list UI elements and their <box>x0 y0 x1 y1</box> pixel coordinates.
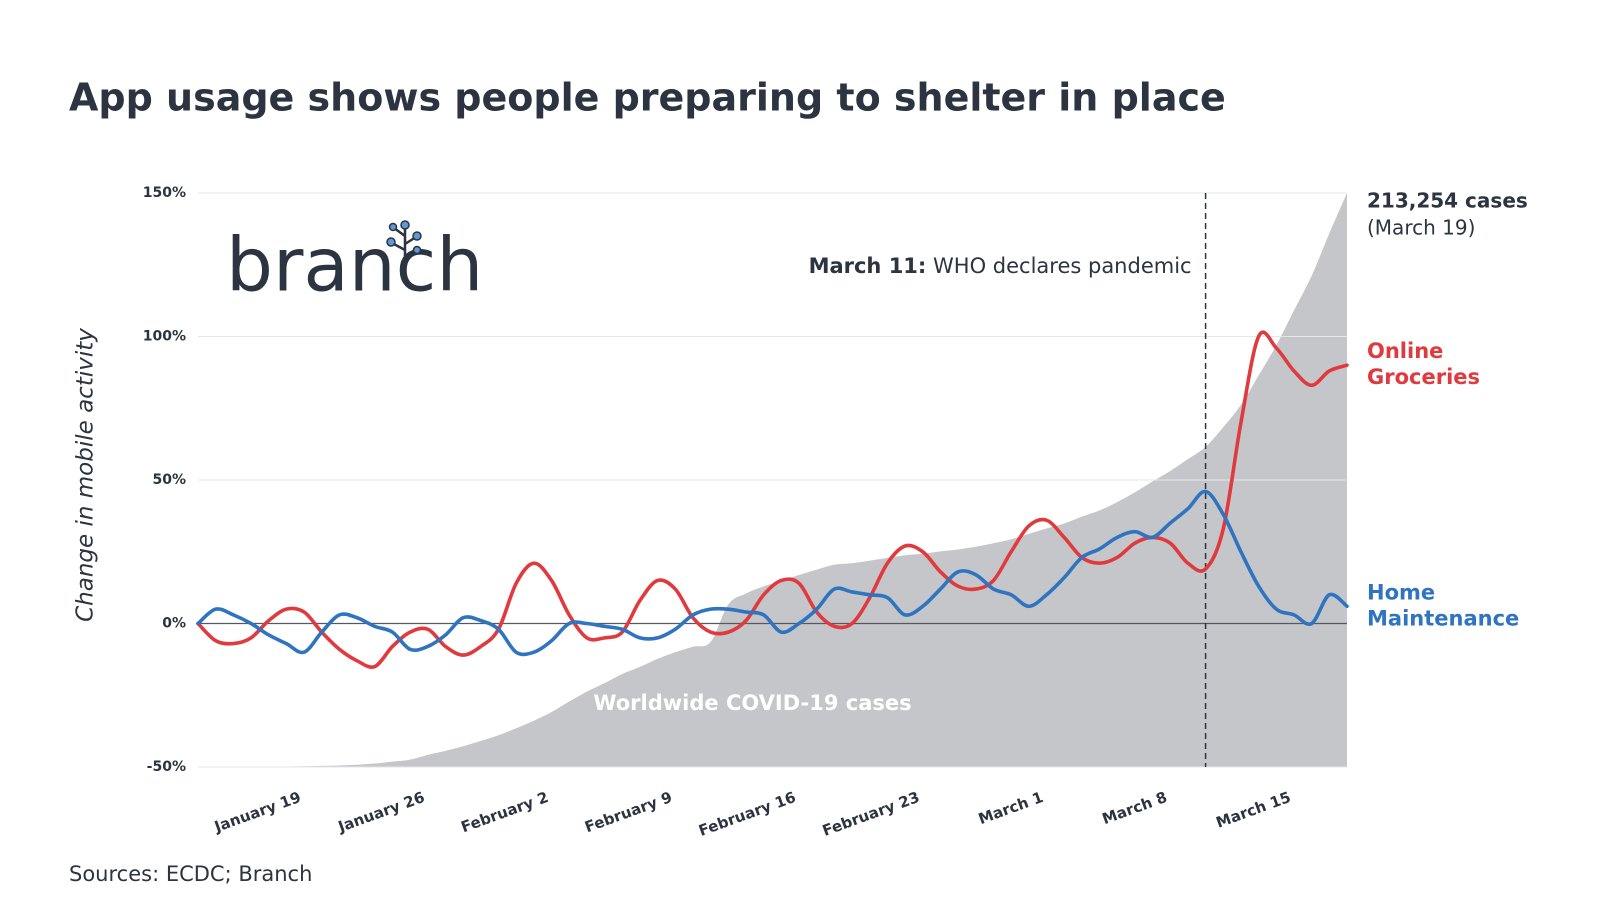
cases-end-label: 213,254 cases <box>1367 189 1528 213</box>
legend-label: Home Maintenance <box>1367 580 1519 630</box>
logo-buds <box>386 220 422 255</box>
logo-text: branch <box>226 223 483 309</box>
x-tick-label: January 19 <box>211 788 303 836</box>
logo-bud <box>400 220 410 230</box>
series-line <box>196 489 1349 657</box>
logo-bud <box>386 237 396 247</box>
annotation: March 11: WHO declares pandemic <box>809 254 1192 278</box>
logo-branches <box>391 226 417 262</box>
logo-bud <box>412 245 422 255</box>
source: Sources: ECDC; Branch <box>69 862 312 886</box>
x-tick-label: February 9 <box>582 788 674 836</box>
x-tick-label: March 15 <box>1214 788 1294 832</box>
legend-word: Online <box>1367 339 1443 363</box>
legend-word: Maintenance <box>1367 606 1519 630</box>
x-tick-label: February 23 <box>820 788 922 840</box>
annotation-date: March 11: <box>809 254 927 278</box>
x-tick-label: February 2 <box>459 788 551 836</box>
logo: branch <box>226 220 483 309</box>
legend-word: Groceries <box>1367 365 1480 389</box>
annotation-text: WHO declares pandemic <box>933 254 1192 278</box>
logo-bud <box>388 222 398 232</box>
legend-word: Home <box>1367 580 1435 604</box>
y-axis-label: Change in mobile activity <box>73 328 99 622</box>
x-tick-label: March 8 <box>1100 788 1170 828</box>
y-tick-label: -50% <box>147 759 186 775</box>
y-tick-label: 50% <box>152 472 186 488</box>
chart-title: App usage shows people preparing to shel… <box>69 76 1226 120</box>
legend-label: Online Groceries <box>1367 339 1480 389</box>
x-tick-label: February 16 <box>696 788 798 840</box>
y-tick-label: 150% <box>143 185 186 201</box>
logo-tree <box>391 226 417 262</box>
logo-bud <box>412 231 422 241</box>
area-label: Worldwide COVID-19 cases <box>593 691 911 715</box>
cases-end-note: (March 19) <box>1367 216 1475 240</box>
x-tick-label: March 1 <box>976 788 1046 828</box>
y-tick-label: 0% <box>162 616 186 632</box>
series-line <box>196 330 1349 669</box>
x-tick-label: January 26 <box>335 788 427 836</box>
y-tick-label: 100% <box>143 329 186 345</box>
